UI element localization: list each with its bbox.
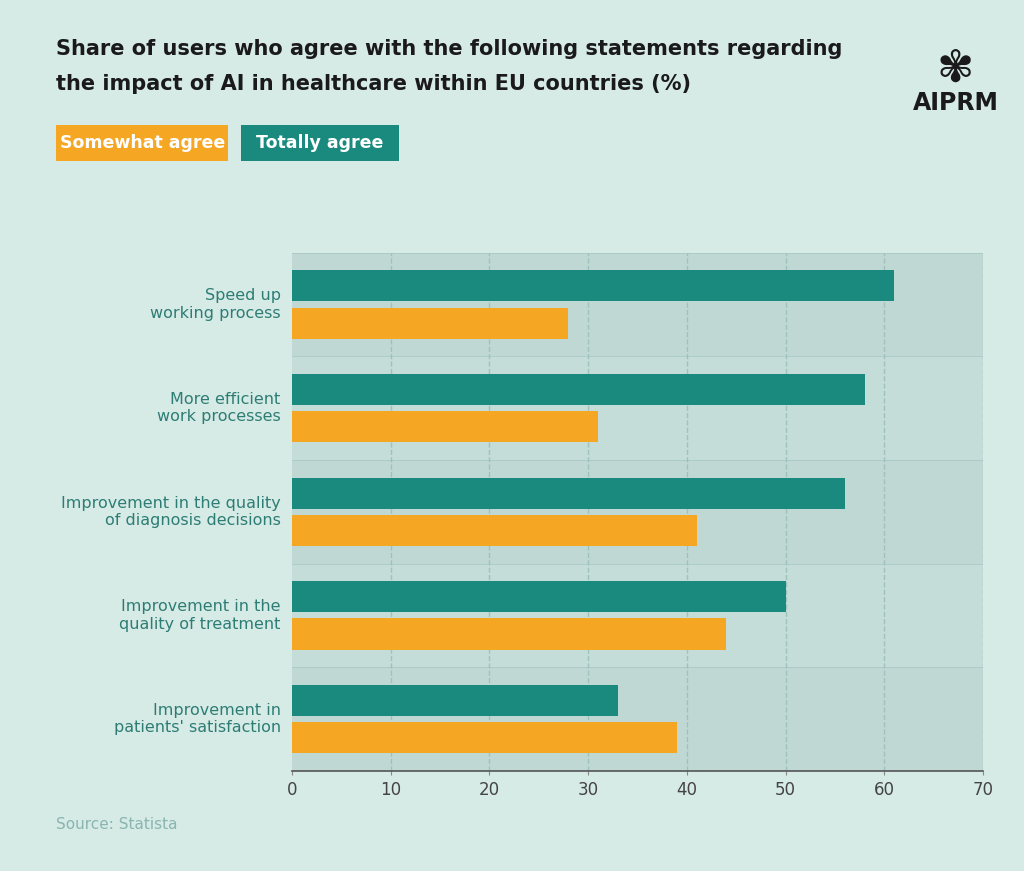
Text: Share of users who agree with the following statements regarding: Share of users who agree with the follow… [56, 39, 843, 59]
Bar [292, 667, 983, 771]
Bar [292, 307, 568, 339]
Text: the impact of AI in healthcare within EU countries (%): the impact of AI in healthcare within EU… [56, 74, 691, 94]
Bar [292, 515, 696, 546]
Bar [292, 270, 894, 301]
Text: AIPRM: AIPRM [912, 91, 998, 116]
Bar [292, 374, 864, 405]
Bar [292, 253, 983, 356]
Bar [292, 477, 845, 509]
Bar [292, 460, 983, 564]
Text: Source: Statista: Source: Statista [56, 817, 178, 832]
Text: Totally agree: Totally agree [256, 134, 384, 152]
Text: ✾: ✾ [937, 48, 974, 91]
Text: Somewhat agree: Somewhat agree [59, 134, 225, 152]
Bar [292, 411, 598, 442]
Bar [292, 581, 785, 612]
Bar [292, 685, 617, 716]
Bar [292, 618, 726, 650]
Bar [292, 722, 677, 753]
